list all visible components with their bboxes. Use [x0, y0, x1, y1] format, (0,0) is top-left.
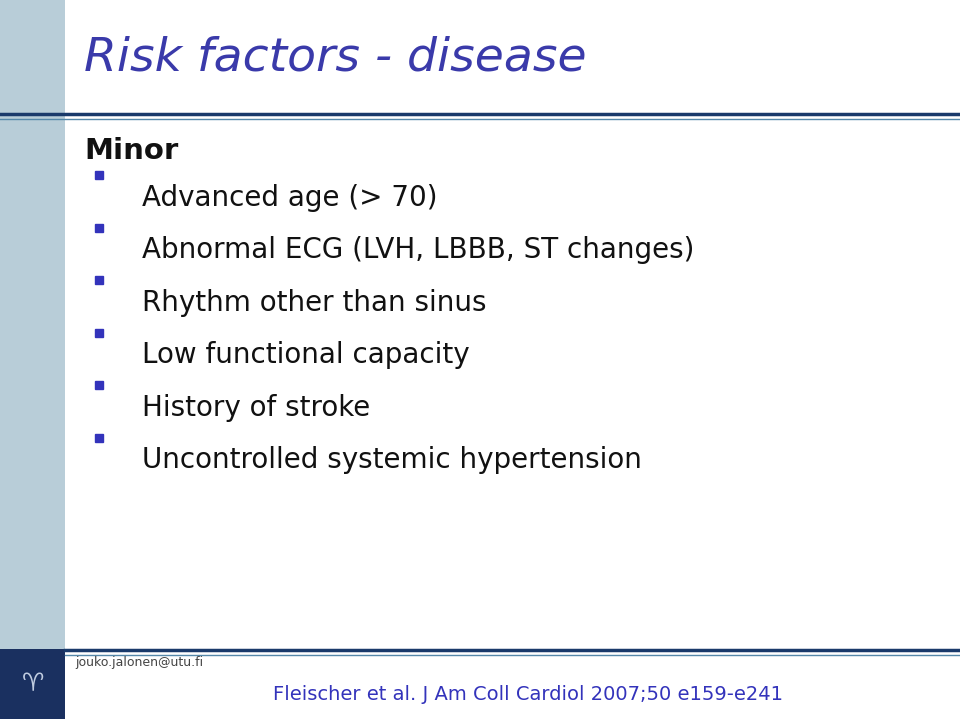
Text: ♈: ♈	[21, 672, 44, 696]
Text: Rhythm other than sinus: Rhythm other than sinus	[142, 289, 487, 317]
Text: Fleischer et al. J Am Coll Cardiol 2007;50 e159-e241: Fleischer et al. J Am Coll Cardiol 2007;…	[273, 685, 783, 704]
Text: Minor: Minor	[84, 137, 179, 165]
FancyBboxPatch shape	[65, 0, 960, 120]
Text: History of stroke: History of stroke	[142, 394, 371, 422]
Text: Low functional capacity: Low functional capacity	[142, 342, 469, 370]
FancyBboxPatch shape	[0, 649, 65, 719]
FancyBboxPatch shape	[0, 649, 960, 719]
Text: Abnormal ECG (LVH, LBBB, ST changes): Abnormal ECG (LVH, LBBB, ST changes)	[142, 237, 694, 265]
Text: Advanced age (> 70): Advanced age (> 70)	[142, 184, 438, 212]
Text: Risk factors - disease: Risk factors - disease	[84, 35, 588, 80]
FancyBboxPatch shape	[0, 0, 65, 719]
Text: Uncontrolled systemic hypertension: Uncontrolled systemic hypertension	[142, 446, 642, 475]
Text: jouko.jalonen@utu.fi: jouko.jalonen@utu.fi	[75, 656, 203, 669]
